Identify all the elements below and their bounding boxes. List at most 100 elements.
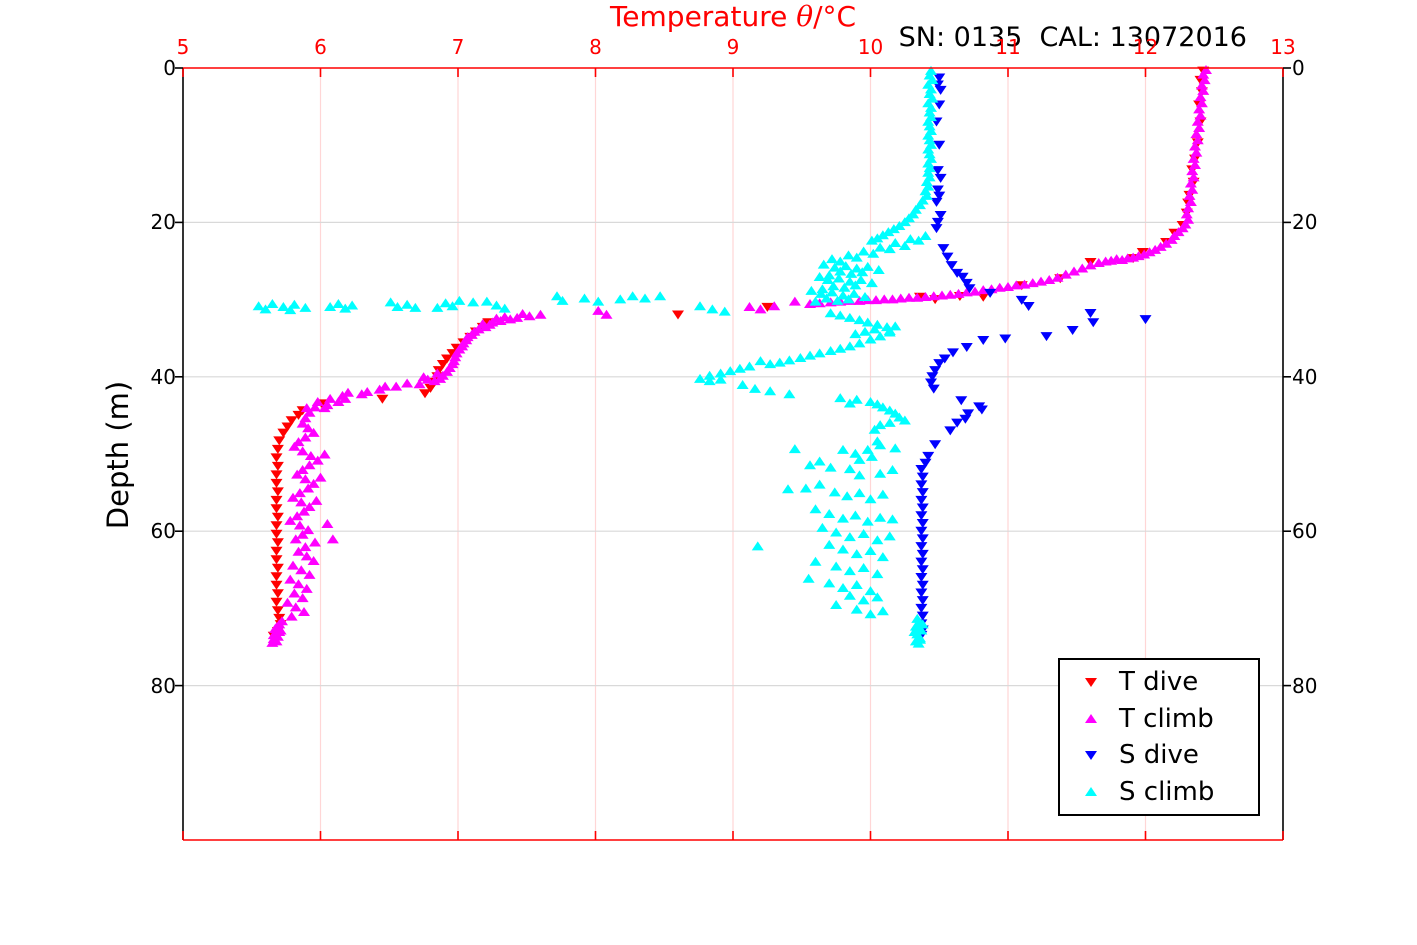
data-point xyxy=(1043,275,1056,285)
data-point xyxy=(284,574,297,584)
t-dive-marker-icon xyxy=(1085,677,1097,687)
data-point xyxy=(864,494,877,504)
data-point xyxy=(287,560,299,570)
data-point xyxy=(883,531,896,541)
data-point xyxy=(1165,234,1178,244)
data-point xyxy=(916,488,929,498)
data-point xyxy=(853,338,866,348)
data-point xyxy=(874,420,887,430)
data-point xyxy=(271,487,284,497)
data-point xyxy=(802,573,815,583)
data-point xyxy=(339,303,352,313)
data-point xyxy=(724,366,737,376)
data-point xyxy=(309,537,321,547)
data-point xyxy=(828,487,841,497)
data-point xyxy=(883,327,896,337)
data-point xyxy=(933,359,946,369)
data-point xyxy=(1068,266,1080,276)
data-point xyxy=(307,427,320,437)
data-point xyxy=(960,287,973,297)
data-point xyxy=(794,353,807,362)
data-point xyxy=(937,244,950,254)
data-point xyxy=(672,310,684,320)
data-point xyxy=(299,432,312,442)
data-point xyxy=(743,361,756,371)
data-point xyxy=(823,539,836,549)
legend: T dive T climb S dive S climb xyxy=(1058,658,1260,816)
data-point xyxy=(865,278,878,288)
data-point xyxy=(876,552,889,562)
data-point xyxy=(947,348,959,358)
data-point xyxy=(718,306,731,316)
data-point xyxy=(919,231,932,241)
data-point xyxy=(871,592,884,602)
data-point xyxy=(284,515,297,525)
data-point xyxy=(296,446,309,456)
data-point xyxy=(823,270,836,280)
data-point xyxy=(417,372,430,382)
data-point xyxy=(332,298,345,308)
data-point xyxy=(1189,141,1201,151)
data-point xyxy=(853,470,866,480)
data-point xyxy=(927,291,940,301)
data-point xyxy=(923,135,936,145)
data-point xyxy=(834,256,847,266)
data-point xyxy=(911,623,924,633)
s-climb-marker-icon xyxy=(1085,787,1097,797)
data-point xyxy=(751,541,764,551)
data-point xyxy=(703,376,716,386)
x-tick-label: 5 xyxy=(176,35,190,59)
data-point xyxy=(298,606,310,616)
data-point xyxy=(266,637,279,647)
data-point xyxy=(951,418,964,428)
chart-title-theta: θ xyxy=(796,0,814,33)
data-point xyxy=(975,405,988,415)
data-point xyxy=(401,299,414,309)
data-point xyxy=(292,579,305,589)
data-point xyxy=(834,343,847,353)
y-tick-label-right: 60 xyxy=(1292,519,1318,544)
data-point xyxy=(893,220,906,230)
data-point xyxy=(284,305,297,315)
data-point xyxy=(1035,276,1047,286)
data-point xyxy=(920,176,933,186)
data-point xyxy=(864,397,877,407)
data-point xyxy=(904,234,917,244)
data-point xyxy=(815,288,827,298)
data-point xyxy=(277,428,290,438)
data-point xyxy=(823,508,836,518)
data-point xyxy=(302,423,315,433)
data-point xyxy=(930,197,943,207)
data-point xyxy=(871,569,884,579)
data-point xyxy=(931,166,944,176)
data-point xyxy=(289,534,302,544)
data-point xyxy=(764,386,777,396)
data-point xyxy=(295,497,308,507)
data-point xyxy=(782,484,794,494)
data-point xyxy=(962,409,975,419)
data-point xyxy=(299,302,312,312)
data-point xyxy=(303,460,316,470)
data-point xyxy=(955,396,968,406)
data-point xyxy=(1190,129,1203,139)
data-point xyxy=(878,294,891,304)
data-point xyxy=(309,402,321,412)
data-point xyxy=(1183,190,1196,200)
x-tick-label: 10 xyxy=(857,35,884,59)
y-tick-label-left: 20 xyxy=(150,210,176,235)
data-point xyxy=(498,303,511,313)
data-point xyxy=(883,244,896,254)
data-point xyxy=(270,470,283,480)
data-point xyxy=(832,273,845,283)
data-point xyxy=(919,186,932,196)
data-point xyxy=(931,217,944,227)
data-point xyxy=(556,295,569,305)
data-point xyxy=(853,315,866,325)
data-point xyxy=(271,538,284,548)
data-point xyxy=(857,246,870,256)
data-point xyxy=(271,512,284,522)
chart-title-suffix: /°C xyxy=(813,0,857,33)
data-point xyxy=(270,478,283,488)
data-point xyxy=(1182,203,1195,213)
data-point xyxy=(843,341,856,351)
